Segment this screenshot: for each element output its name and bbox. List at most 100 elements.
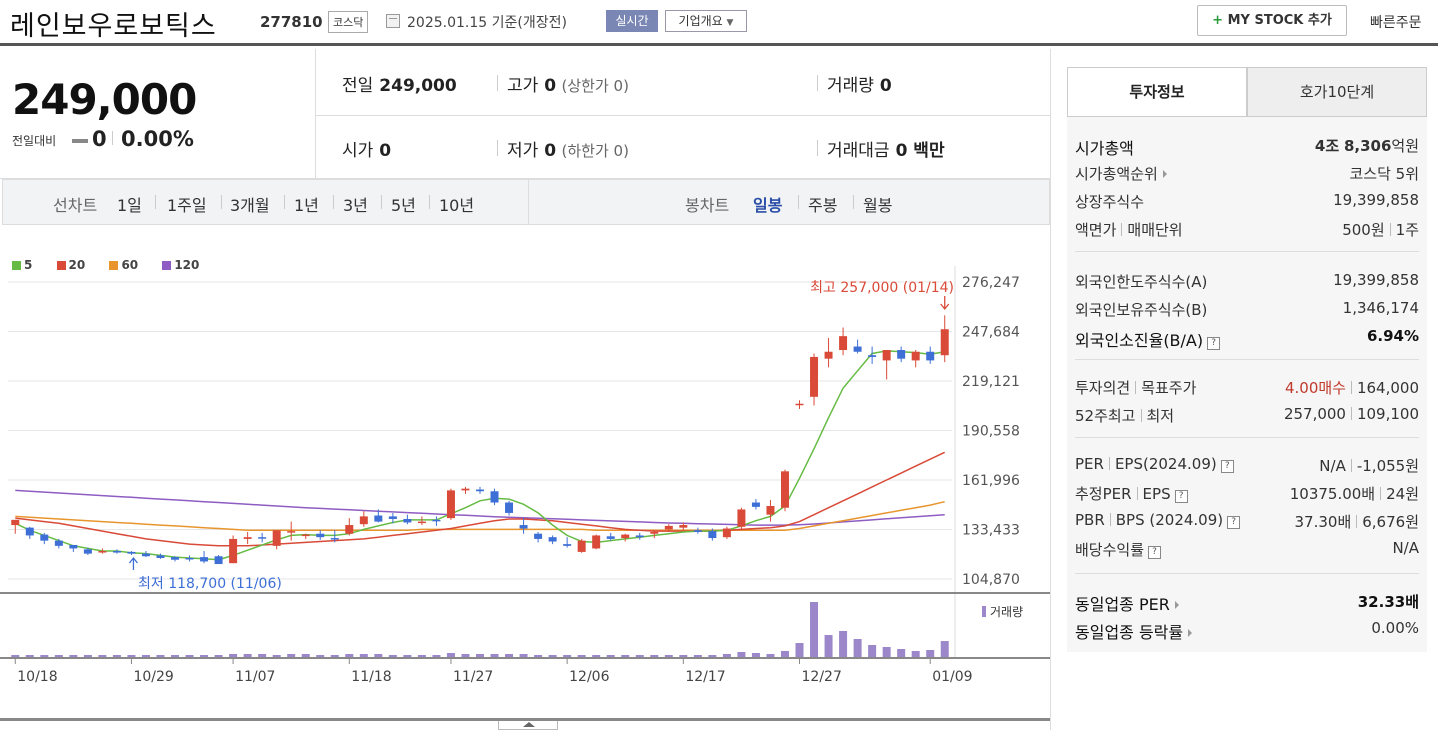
tab-daily[interactable]: 일봉 xyxy=(753,196,783,215)
divider xyxy=(1075,437,1419,438)
tab-5y[interactable]: 5년 xyxy=(391,196,416,215)
divider xyxy=(1075,573,1419,574)
divider xyxy=(1350,407,1352,420)
row-foreign-hold: 외국인보유주식수(B) 1,346,174 xyxy=(1075,299,1419,323)
prev-close-label: 전일 xyxy=(342,76,374,96)
cap-rank-label[interactable]: 시가총액순위 xyxy=(1075,163,1167,184)
volume-bar xyxy=(548,655,557,657)
row-per: PER EPS(2024.09)? N/A -1,055원 xyxy=(1075,455,1419,479)
low-annotation: 최저 118,700 (11/06) xyxy=(138,576,282,592)
arrow-right-icon xyxy=(1174,601,1179,609)
tab-3y[interactable]: 3년 xyxy=(343,196,368,215)
sector-per-value: 32.33배 xyxy=(1357,593,1419,611)
candle-body xyxy=(359,516,368,525)
volume-bar xyxy=(621,655,630,657)
tab-1y[interactable]: 1년 xyxy=(294,196,319,215)
row-sector-per: 동일업종 PER 32.33배 xyxy=(1075,591,1419,615)
candle-body xyxy=(446,490,455,519)
foreign-ratio-value: 6.94% xyxy=(1366,327,1419,345)
volume-bar xyxy=(708,655,717,657)
tab-weekly[interactable]: 주봉 xyxy=(808,196,838,215)
pbr-value: 37.30배 6,676원 xyxy=(1295,511,1420,532)
help-icon[interactable]: ? xyxy=(1174,490,1188,503)
divider xyxy=(1075,359,1419,360)
candle-body xyxy=(345,525,354,534)
tab-monthly[interactable]: 월봉 xyxy=(863,196,893,215)
par-label: 액면가 매매단위 xyxy=(1075,219,1183,240)
add-mystock-button[interactable]: + MY STOCK 추가 xyxy=(1197,5,1347,36)
volume-bar xyxy=(98,655,107,657)
volume-bar xyxy=(200,655,209,657)
candle-body xyxy=(839,336,848,351)
w52-value: 257,000 109,100 xyxy=(1284,405,1419,423)
x-tick-label: 01/09 xyxy=(932,669,972,685)
divider xyxy=(381,195,382,209)
divider xyxy=(528,180,529,224)
candle-body xyxy=(11,519,20,526)
sector-change-label[interactable]: 동일업종 등락률 xyxy=(1075,619,1193,643)
help-icon[interactable]: ? xyxy=(1148,546,1162,559)
opinion-label-a: 투자의견 xyxy=(1075,379,1131,397)
w52-label-a: 52주최고 xyxy=(1075,407,1136,425)
volume-bar xyxy=(824,635,833,657)
volume-bar xyxy=(882,647,891,657)
foreign-ratio-text: 외국인소진율(B/A) xyxy=(1075,331,1204,350)
quick-order-link[interactable]: 빠른주문 xyxy=(1370,15,1422,31)
volume-bar xyxy=(229,654,238,657)
candle-body xyxy=(882,350,891,361)
tab-orderbook[interactable]: 호가10단계 xyxy=(1247,67,1427,117)
row-cap-rank: 시가총액순위 코스닥 5위 xyxy=(1075,163,1419,187)
amount-label: 거래대금 xyxy=(827,141,890,161)
help-icon[interactable]: ? xyxy=(1220,460,1234,473)
w52-high: 257,000 xyxy=(1283,405,1346,423)
market-cap-value: 4조 8,306억원 xyxy=(1315,135,1419,156)
volume-bar xyxy=(476,654,484,657)
foreign-limit-value: 19,399,858 xyxy=(1333,271,1419,289)
y-tick-label: 104,870 xyxy=(962,572,1020,588)
x-tick-label: 12/17 xyxy=(685,669,725,685)
sector-per-label[interactable]: 동일업종 PER xyxy=(1075,591,1179,615)
stock-header: 레인보우로보틱스 277810 코스닥 2025.01.15 기준(개장전) 실… xyxy=(0,0,1438,46)
candle-body xyxy=(722,528,731,538)
divider xyxy=(112,131,113,145)
y-tick-label: 161,996 xyxy=(962,473,1020,489)
volume-bar xyxy=(330,655,339,657)
candle-body xyxy=(25,527,34,536)
candle-body xyxy=(156,555,165,558)
opinion-rating: 4.00매수 xyxy=(1284,379,1346,397)
volume-bar xyxy=(534,655,543,657)
divider xyxy=(497,75,498,91)
divider xyxy=(1380,487,1382,500)
help-icon[interactable]: ? xyxy=(1227,516,1241,529)
tab-10y[interactable]: 10년 xyxy=(439,196,475,215)
est-per-value: 10375.00배 24원 xyxy=(1290,483,1419,504)
candle-body xyxy=(461,488,470,491)
volume-bar xyxy=(766,654,775,657)
sector-change-value: 0.00% xyxy=(1371,619,1419,637)
tab-1w[interactable]: 1주일 xyxy=(167,196,207,215)
candle-chart-label: 봉차트 xyxy=(685,196,730,215)
foreign-hold-value: 1,346,174 xyxy=(1342,299,1419,317)
company-info-dropdown[interactable]: 기업개요 ▼ xyxy=(665,10,747,32)
tab-3m[interactable]: 3개월 xyxy=(230,196,270,215)
est-eps-number: 24원 xyxy=(1386,485,1419,503)
collapse-handle[interactable] xyxy=(498,721,558,730)
row-shares: 상장주식수 19,399,858 xyxy=(1075,191,1419,215)
help-icon[interactable]: ? xyxy=(1207,337,1221,350)
divider xyxy=(429,195,430,209)
tab-1d[interactable]: 1일 xyxy=(117,196,142,215)
market-cap-trillion: 4조 xyxy=(1314,137,1340,155)
volume-bar xyxy=(897,649,906,657)
tab-invest-info[interactable]: 투자정보 xyxy=(1067,67,1247,117)
volume-bar xyxy=(446,653,455,657)
volume-bar xyxy=(40,655,49,657)
high-annotation: 최고 257,000 (01/14) xyxy=(810,280,954,296)
realtime-button[interactable]: 실시간 xyxy=(606,10,658,32)
w52-label-b: 최저 xyxy=(1146,407,1175,425)
change-value: 0 xyxy=(92,127,107,151)
divider xyxy=(497,140,498,156)
change-percent: 0.00% xyxy=(121,127,194,151)
x-tick-label: 11/07 xyxy=(235,669,275,685)
legend-label: 120 xyxy=(174,258,200,272)
candle-body xyxy=(795,403,804,406)
